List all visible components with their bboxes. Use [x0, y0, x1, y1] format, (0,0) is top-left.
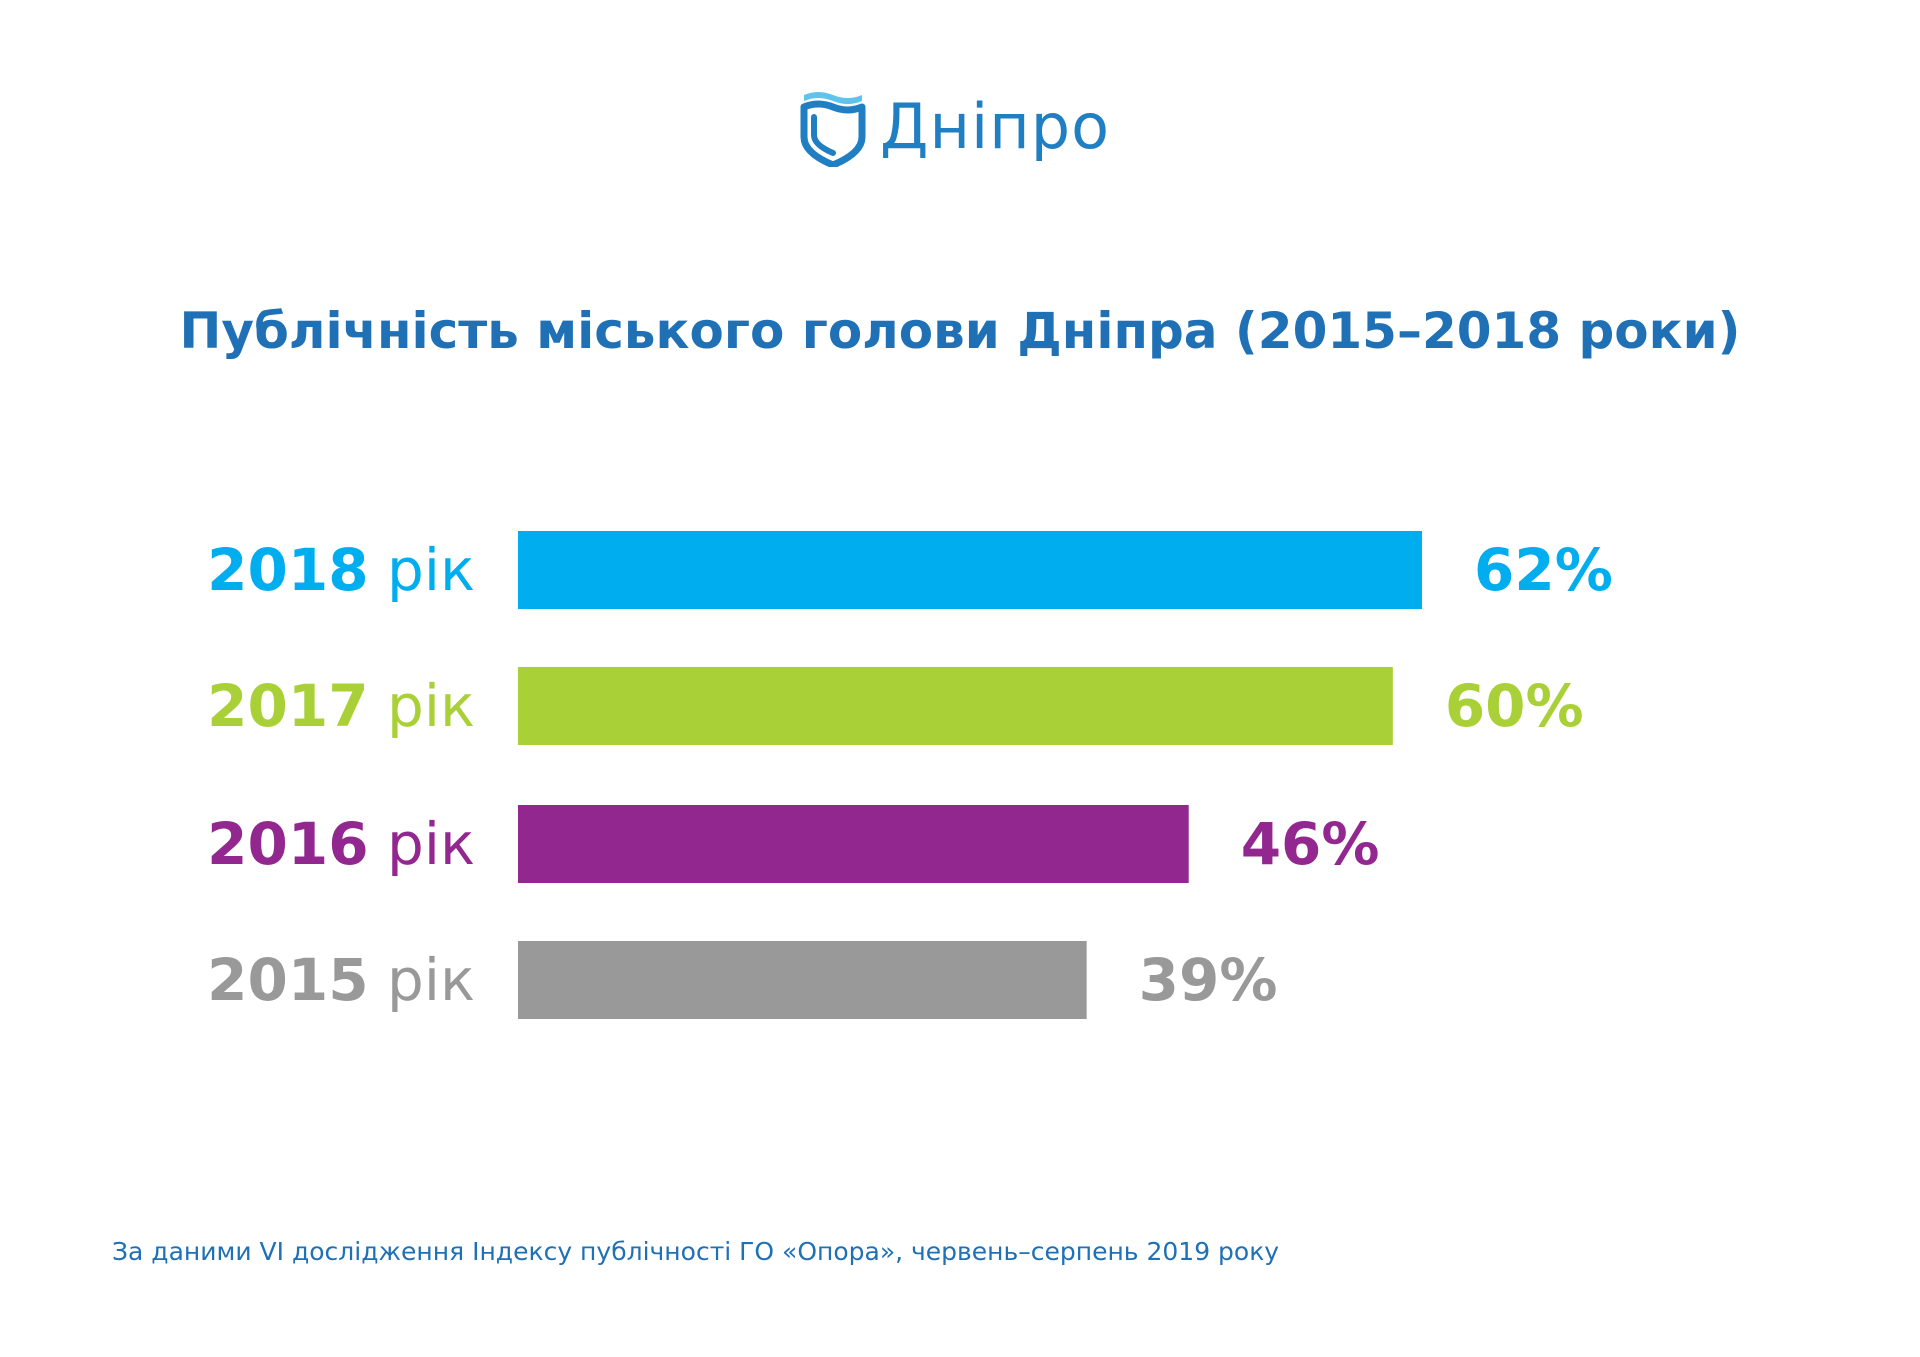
- category-label-2015: 2015 рік: [207, 946, 475, 1014]
- chart-title: Публічність міського голови Дніпра (2015…: [179, 302, 1741, 360]
- logo: Дніпро: [800, 84, 1110, 170]
- category-year: 2018: [207, 536, 368, 604]
- logo-name: Дніпро: [880, 90, 1111, 163]
- category-label-2016: 2016 рік: [207, 810, 475, 878]
- value-label-2015: 39%: [1139, 946, 1278, 1014]
- category-label-2017: 2017 рік: [207, 672, 475, 740]
- value-label-2016: 46%: [1241, 810, 1380, 878]
- bar-2016: [518, 805, 1189, 883]
- value-label-2018: 62%: [1474, 536, 1613, 604]
- source-note: За даними VI дослідження Індексу публічн…: [112, 1237, 1280, 1266]
- category-suffix: рік: [369, 810, 475, 878]
- value-label-2017: 60%: [1445, 672, 1584, 740]
- bar-2018: [518, 531, 1422, 609]
- category-suffix: рік: [369, 536, 475, 604]
- category-suffix: рік: [369, 946, 475, 1014]
- category-year: 2016: [207, 810, 368, 878]
- bar-2017: [518, 667, 1393, 745]
- category-year: 2015: [207, 946, 368, 1014]
- category-year: 2017: [207, 672, 368, 740]
- shield-wave-icon: [800, 92, 866, 167]
- bar-2015: [518, 941, 1087, 1019]
- category-suffix: рік: [369, 672, 475, 740]
- category-label-2018: 2018 рік: [207, 536, 475, 604]
